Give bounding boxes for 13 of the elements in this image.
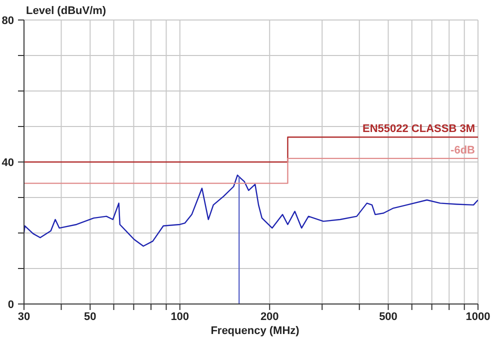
x-tick-label: 200 [260, 310, 279, 323]
y-tick-label: 80 [2, 15, 14, 27]
y-axis-title: Level (dBuV/m) [26, 5, 106, 17]
x-tick-label: 500 [379, 310, 398, 323]
series-label: EN55022 CLASSB 3M [362, 123, 475, 136]
y-tick-label: 0 [8, 299, 14, 311]
x-axis-title: Frequency (MHz) [210, 325, 300, 337]
series-label: -6dB [450, 144, 476, 156]
x-tick-label: 50 [84, 310, 96, 323]
y-tick-label: 40 [2, 157, 14, 169]
x-tick-label: 100 [170, 310, 190, 323]
x-tick-label: 1000 [466, 310, 490, 323]
x-tick-label: 30 [18, 310, 30, 323]
